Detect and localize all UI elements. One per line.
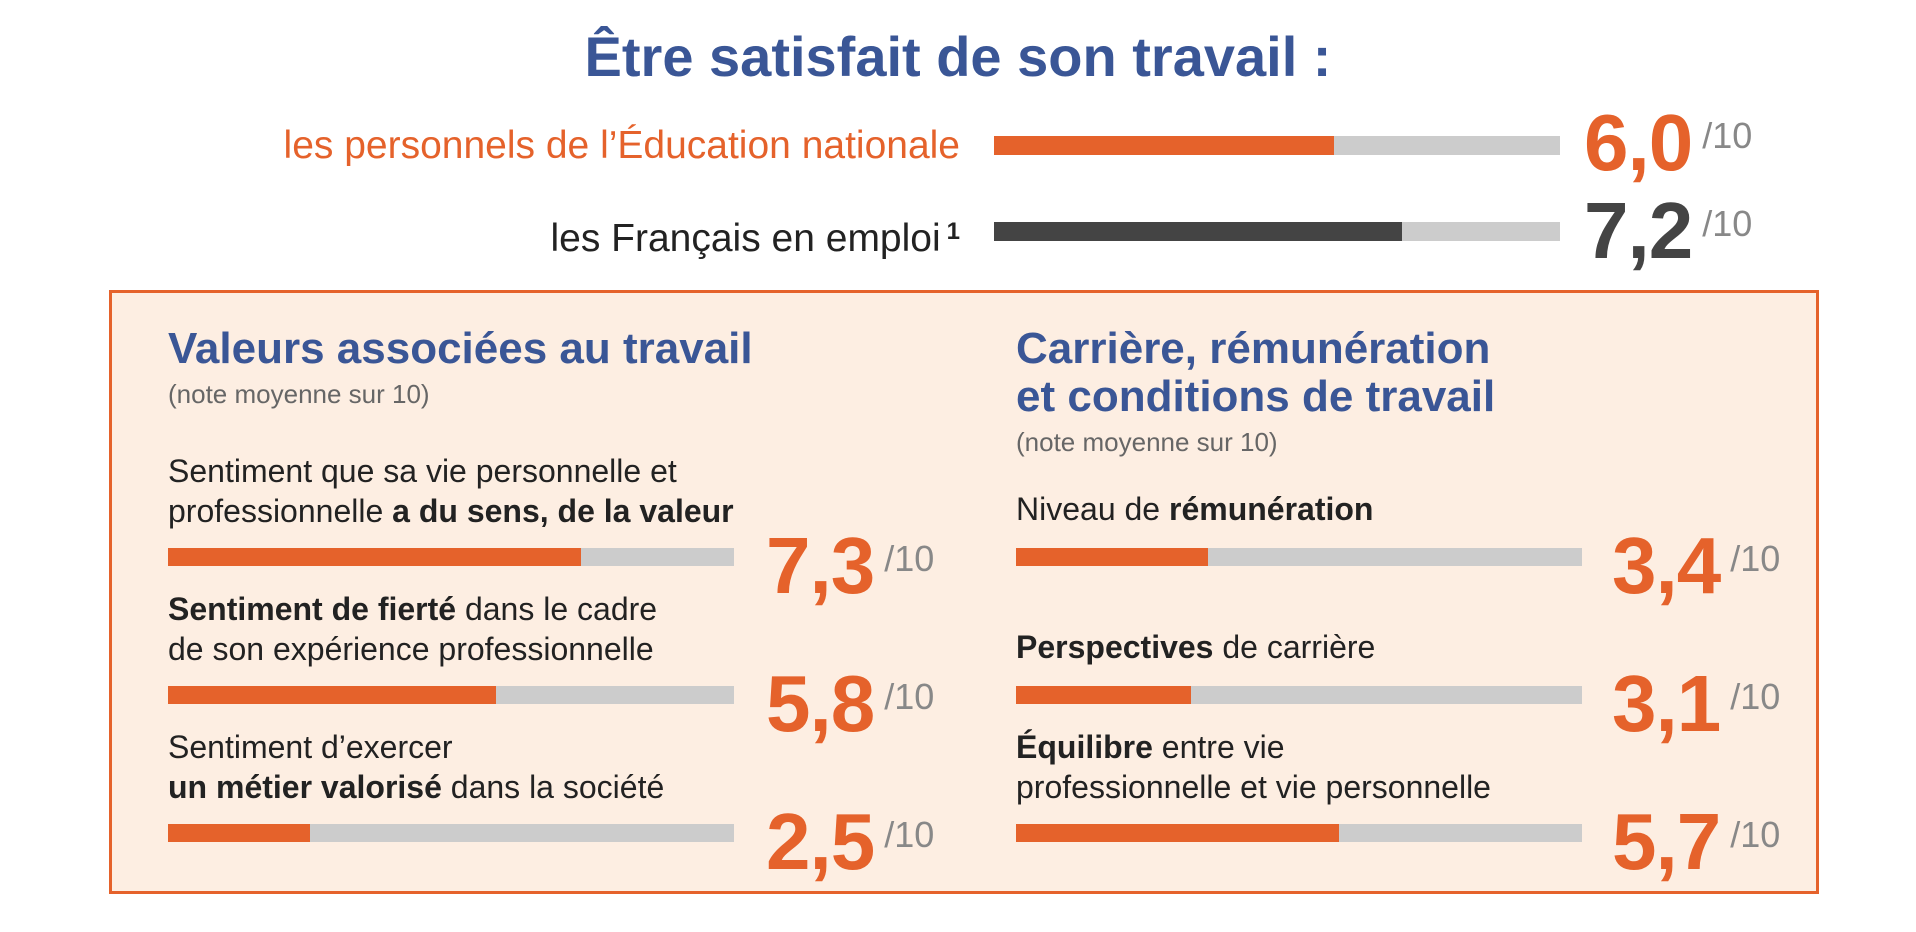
right-column: Carrière, rémunération et conditions de … [1016, 293, 1796, 882]
right-bar-track-carriere [1016, 686, 1582, 704]
left-item-fierte-label-post: dans le cadre [456, 591, 658, 627]
left-column: Valeurs associées au travail (note moyen… [168, 293, 934, 882]
left-bar-track-sens [168, 548, 734, 566]
left-item-sens-label-line1: Sentiment que sa vie personnelle et [168, 453, 677, 489]
left-item-sens-label-bold: a du sens, de la valeur [392, 493, 734, 529]
right-bar-track-equilibre [1016, 824, 1582, 842]
left-score-sens-value: 7,3 [766, 521, 875, 610]
right-score-remuneration-unit: /10 [1730, 538, 1781, 579]
right-score-remuneration-value: 3,4 [1612, 521, 1721, 610]
left-score-fierte-value: 5,8 [766, 659, 875, 748]
right-item-carriere-label: Perspectives de carrière [1016, 627, 1375, 667]
right-item-equilibre-label: Équilibre entre vie professionnelle et v… [1016, 727, 1491, 807]
right-item-remuneration-label-bold: rémunération [1168, 491, 1374, 527]
left-score-sens-unit: /10 [884, 538, 935, 579]
top-bar-education [994, 136, 1334, 155]
right-item-remuneration-label: Niveau de rémunération [1016, 489, 1373, 529]
left-item-valorise-label-line1: Sentiment d’exercer [168, 729, 453, 765]
left-section-note: (note moyenne sur 10) [168, 379, 430, 409]
left-item-valorise-label-post: dans la société [441, 769, 665, 805]
right-item-equilibre: Équilibre entre vie professionnelle et v… [1016, 727, 1796, 882]
right-item-equilibre-label-post: entre vie [1152, 729, 1285, 765]
left-item-fierte-label-line2: de son expérience professionnelle [168, 631, 654, 667]
right-section-note: (note moyenne sur 10) [1016, 427, 1278, 457]
left-item-sens: Sentiment que sa vie personnelle et prof… [168, 451, 948, 606]
left-score-valorise-unit: /10 [884, 814, 935, 855]
left-item-fierte-label-bold: Sentiment de fierté [168, 591, 457, 627]
top-bar-francais [994, 222, 1402, 241]
left-item-valorise-label-bold: un métier valorisé [168, 769, 442, 805]
right-item-carriere: Perspectives de carrière 3,1/10 [1016, 627, 1796, 757]
footnote-marker: 1 [946, 218, 960, 245]
left-score-sens: 7,3/10 [766, 519, 934, 629]
top-label-education: les personnels de l’Éducation nationale [284, 122, 960, 170]
top-score-francais: 7,2/10 [1584, 184, 1752, 294]
right-score-carriere: 3,1/10 [1612, 657, 1780, 767]
left-score-fierte-unit: /10 [884, 676, 935, 717]
top-label-francais: les Français en emploi 1 [550, 208, 960, 263]
top-bar-track-education [994, 136, 1560, 155]
main-title: Être satisfait de son travail : [584, 25, 1332, 88]
left-bar-track-fierte [168, 686, 734, 704]
right-score-equilibre-value: 5,7 [1612, 797, 1721, 886]
right-bar-equilibre [1016, 824, 1339, 842]
right-section-title-line2: et conditions de travail [1016, 372, 1496, 421]
right-section-title: Carrière, rémunération et conditions de … [1016, 325, 1796, 421]
top-label-education-text: les personnels de l’Éducation nationale [283, 124, 960, 167]
left-section-title: Valeurs associées au travail [168, 324, 753, 373]
left-bar-valorise [168, 824, 310, 842]
right-score-equilibre-unit: /10 [1730, 814, 1781, 855]
left-item-valorise: Sentiment d’exercer un métier valorisé d… [168, 727, 948, 882]
top-bar-track-francais [994, 222, 1560, 241]
right-item-equilibre-label-bold: Équilibre [1016, 729, 1153, 765]
right-item-equilibre-label-line2: professionnelle et vie personnelle [1016, 769, 1491, 805]
top-score-education: 6,0/10 [1584, 96, 1752, 206]
right-score-remuneration: 3,4/10 [1612, 519, 1780, 629]
right-score-carriere-unit: /10 [1730, 676, 1781, 717]
right-item-remuneration: Niveau de rémunération 3,4/10 [1016, 489, 1796, 619]
left-score-fierte: 5,8/10 [766, 657, 934, 767]
left-item-valorise-label: Sentiment d’exercer un métier valorisé d… [168, 727, 664, 807]
right-item-carriere-label-post: de carrière [1213, 629, 1376, 665]
left-item-sens-label-line2: professionnelle [168, 493, 393, 529]
left-score-valorise: 2,5/10 [766, 795, 934, 905]
details-panel: Valeurs associées au travail (note moyen… [109, 290, 1819, 894]
right-bar-remuneration [1016, 548, 1209, 566]
left-bar-track-valorise [168, 824, 734, 842]
left-bar-sens [168, 548, 582, 566]
left-bar-fierte [168, 686, 497, 704]
top-label-francais-text: les Français en emploi [550, 217, 941, 260]
top-score-francais-unit: /10 [1702, 203, 1753, 244]
left-score-valorise-value: 2,5 [766, 797, 875, 886]
left-item-sens-label: Sentiment que sa vie personnelle et prof… [168, 451, 734, 531]
top-score-francais-value: 7,2 [1584, 186, 1693, 275]
right-section-title-line1: Carrière, rémunération [1016, 324, 1491, 373]
right-item-carriere-label-bold: Perspectives [1016, 629, 1214, 665]
top-score-education-value: 6,0 [1584, 98, 1693, 187]
left-item-fierte-label: Sentiment de fierté dans le cadre de son… [168, 589, 657, 669]
top-score-education-unit: /10 [1702, 115, 1753, 156]
right-item-remuneration-label-pre: Niveau de [1016, 491, 1169, 527]
right-score-equilibre: 5,7/10 [1612, 795, 1780, 905]
right-score-carriere-value: 3,1 [1612, 659, 1721, 748]
right-bar-carriere [1016, 686, 1192, 704]
right-bar-track-remuneration [1016, 548, 1582, 566]
left-item-fierte: Sentiment de fierté dans le cadre de son… [168, 589, 948, 744]
